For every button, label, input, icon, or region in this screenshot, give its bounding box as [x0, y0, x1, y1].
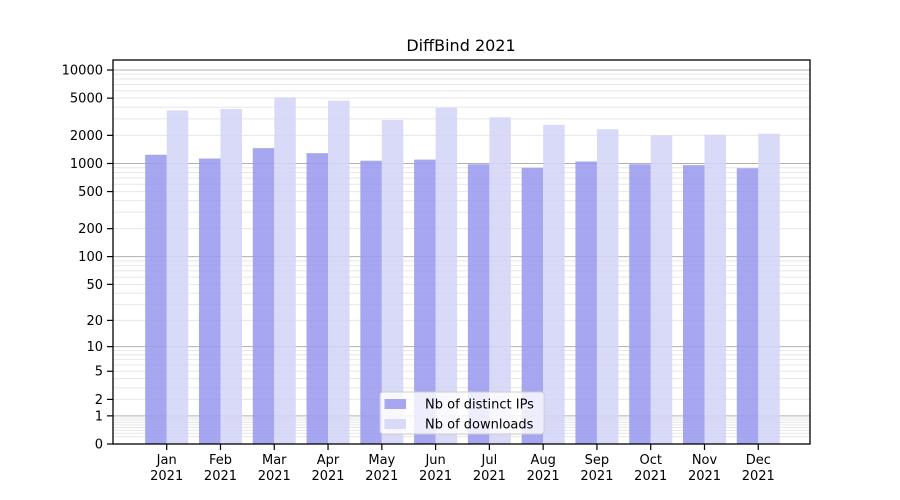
- x-tick-label-month: Sep: [585, 453, 610, 468]
- y-tick-label: 100: [78, 250, 103, 265]
- bar-distinct-ips-nov: [683, 165, 705, 444]
- x-tick-label-month: Nov: [692, 453, 718, 468]
- bar-distinct-ips-apr: [306, 153, 329, 444]
- y-tick-label: 5: [95, 365, 103, 380]
- x-tick-label-year: 2021: [688, 469, 721, 484]
- legend: Nb of distinct IPs Nb of downloads: [379, 391, 545, 435]
- bar-downloads-jul: [489, 117, 511, 444]
- bar-distinct-ips-oct: [629, 164, 651, 445]
- y-tick-label: 0: [95, 438, 103, 453]
- plot-frame: [112, 59, 811, 445]
- bar-downloads-aug: [543, 124, 565, 444]
- bar-downloads-jun: [435, 107, 458, 444]
- x-tick-label-month: Oct: [639, 453, 661, 468]
- bar-downloads-mar: [274, 97, 296, 444]
- legend-box: [379, 391, 545, 435]
- bar-distinct-ips-dec: [736, 168, 759, 444]
- bar-downloads-dec: [758, 133, 780, 445]
- bar-distinct-ips-feb: [198, 158, 221, 444]
- bar-distinct-ips-may: [360, 160, 382, 444]
- bar-downloads-may: [381, 119, 404, 444]
- axes-layer: 012510205010020050010002000500010000Jan2…: [62, 59, 811, 484]
- bar-distinct-ips-jan: [145, 154, 167, 444]
- legend-swatch-downloads: [384, 419, 406, 429]
- y-tick-label: 2000: [70, 129, 103, 144]
- x-tick-label-month: Aug: [530, 453, 555, 468]
- x-tick-label-year: 2021: [527, 469, 560, 484]
- y-tick-label: 1: [95, 409, 103, 424]
- x-tick-label-month: Jan: [156, 453, 177, 468]
- x-tick-label-month: Dec: [746, 453, 771, 468]
- legend-label-downloads: Nb of downloads: [425, 418, 534, 433]
- bar-distinct-ips-mar: [252, 148, 275, 445]
- y-tick-label: 10: [86, 340, 103, 355]
- chart-title: DiffBind 2021: [406, 36, 515, 55]
- x-tick-label-year: 2021: [150, 469, 183, 484]
- x-tick-label-year: 2021: [742, 469, 775, 484]
- x-tick-label-year: 2021: [419, 469, 452, 484]
- bar-distinct-ips-jun: [414, 159, 436, 445]
- x-tick-label-month: Feb: [209, 453, 232, 468]
- x-tick-label-year: 2021: [365, 469, 398, 484]
- y-tick-label: 50: [86, 278, 103, 293]
- bar-downloads-jan: [166, 110, 189, 444]
- x-tick-label-month: May: [368, 453, 395, 468]
- bar-downloads-feb: [220, 108, 242, 445]
- y-tick-label: 200: [78, 222, 103, 237]
- legend-label-distinct-ips: Nb of distinct IPs: [425, 398, 534, 413]
- y-tick-label: 10000: [62, 64, 103, 79]
- x-tick-label-year: 2021: [204, 469, 237, 484]
- bar-downloads-oct: [650, 135, 673, 444]
- x-tick-label-month: Jun: [424, 453, 445, 468]
- y-tick-label: 5000: [70, 92, 103, 107]
- bar-downloads-apr: [328, 100, 350, 444]
- bar-distinct-ips-jul: [467, 164, 490, 445]
- bar-distinct-ips-sep: [575, 161, 597, 444]
- y-tick-label: 1000: [70, 157, 103, 172]
- bar-downloads-sep: [596, 129, 619, 445]
- x-tick-label-year: 2021: [311, 469, 344, 484]
- x-tick-label-year: 2021: [634, 469, 667, 484]
- x-tick-label-month: Apr: [317, 453, 340, 468]
- legend-swatch-distinct-ips: [384, 399, 406, 409]
- bar-downloads-nov: [704, 134, 726, 445]
- x-tick-label-year: 2021: [473, 469, 506, 484]
- x-tick-label-year: 2021: [258, 469, 291, 484]
- x-tick-label-year: 2021: [580, 469, 613, 484]
- y-tick-label: 2: [95, 393, 103, 408]
- x-tick-label-month: Jul: [481, 453, 498, 468]
- y-tick-label: 20: [86, 314, 103, 329]
- x-tick-label-month: Mar: [262, 453, 287, 468]
- bar-distinct-ips-aug: [521, 167, 544, 444]
- bars-layer: [145, 97, 780, 445]
- y-tick-label: 500: [78, 185, 103, 200]
